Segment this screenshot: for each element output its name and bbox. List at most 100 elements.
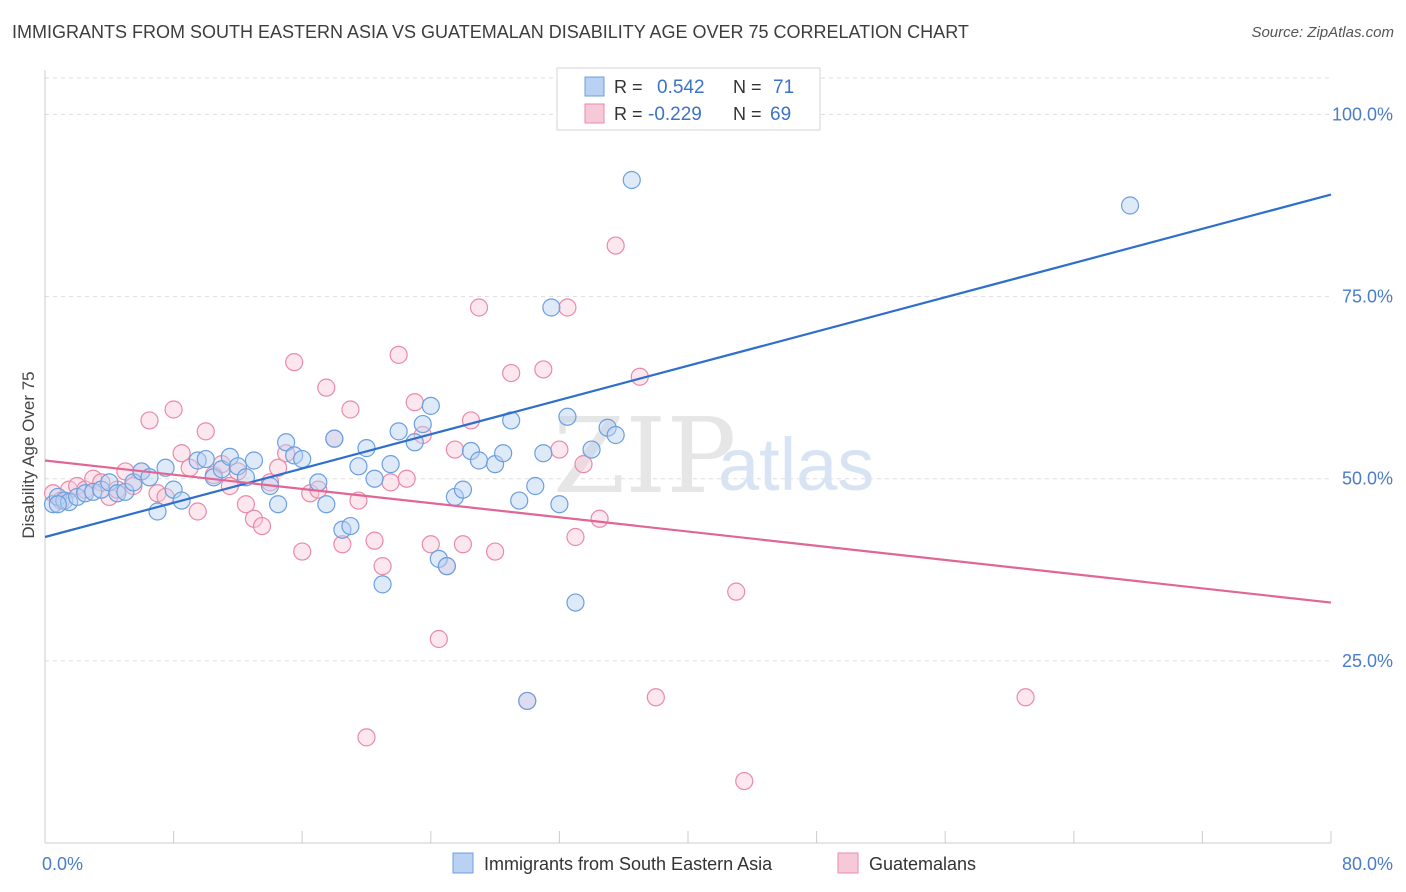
sea-point bbox=[277, 433, 296, 452]
trend-lines bbox=[44, 193, 1332, 604]
series-guatemalans-points bbox=[43, 236, 1035, 791]
sea-point bbox=[389, 422, 408, 441]
y-tick-label-75: 75.0% bbox=[1342, 287, 1393, 307]
sea-point bbox=[48, 495, 67, 514]
sea-point bbox=[518, 691, 537, 711]
legend-guatemalans-swatch bbox=[837, 852, 859, 874]
guatemalan-point bbox=[140, 411, 159, 430]
sea-point bbox=[421, 396, 440, 415]
guatemalan-point bbox=[534, 360, 553, 379]
guatemalan-point bbox=[574, 455, 593, 474]
stats-pink-r-label: R = bbox=[614, 104, 643, 124]
source-note: Source: ZipAtlas.com bbox=[1251, 24, 1394, 41]
guatemalan-point bbox=[453, 535, 473, 554]
sea-point bbox=[542, 298, 561, 317]
guatemalan-point bbox=[333, 535, 352, 554]
sea-point bbox=[510, 491, 529, 510]
legend-sea-label: Immigrants from South Eastern Asia bbox=[484, 854, 773, 874]
legend-guatemalans-label: Guatemalans bbox=[869, 854, 976, 874]
guatemalan-point bbox=[293, 542, 312, 561]
sea-point bbox=[373, 575, 392, 594]
guatemalan-point bbox=[252, 516, 272, 536]
sea-point bbox=[526, 476, 545, 496]
guatemalan-point bbox=[502, 363, 521, 383]
guatemalan-point bbox=[461, 411, 481, 430]
watermark-atlas: atlas bbox=[718, 423, 874, 506]
sea-point bbox=[156, 458, 175, 477]
sea-point bbox=[606, 425, 625, 445]
sea-point bbox=[413, 414, 432, 434]
y-tick-labels: 25.0% 50.0% 75.0% 100.0% bbox=[1332, 104, 1393, 670]
y-axis-label: Disability Age Over 75 bbox=[19, 371, 38, 538]
guatemalan-point bbox=[558, 298, 577, 317]
guatemalan-point bbox=[397, 469, 416, 488]
sea-point bbox=[309, 473, 328, 492]
stats-pink-n-value: 69 bbox=[770, 104, 791, 125]
guatemalan-point bbox=[172, 444, 191, 463]
sea-point bbox=[317, 495, 336, 514]
guatemalan-point bbox=[285, 353, 304, 372]
sea-point bbox=[1120, 196, 1140, 215]
sea-point bbox=[622, 170, 641, 190]
y-tick-label-50: 50.0% bbox=[1342, 469, 1393, 489]
sea-point bbox=[550, 495, 569, 514]
sea-point bbox=[566, 593, 585, 612]
guatemalan-point bbox=[727, 582, 746, 601]
guatemalan-point bbox=[486, 542, 505, 561]
grid-lines bbox=[45, 77, 1331, 662]
series-sea-points bbox=[43, 105, 1140, 711]
sea-point bbox=[381, 455, 400, 474]
legend-sea-swatch bbox=[452, 852, 474, 874]
guatemalan-point bbox=[341, 400, 360, 419]
guatemalan-point bbox=[164, 400, 183, 419]
stats-box: R = 0.542 N = 71 R = -0.229 N = 69 bbox=[556, 67, 821, 131]
guatemalan-point bbox=[373, 557, 392, 576]
guatemalan-point bbox=[268, 458, 288, 477]
sea-point bbox=[365, 469, 384, 488]
guatemalan-point bbox=[236, 495, 256, 514]
stats-blue-swatch bbox=[584, 76, 605, 97]
sea-point bbox=[349, 457, 368, 476]
sea-point bbox=[534, 444, 553, 463]
guatemalan-point bbox=[196, 422, 215, 441]
x-tick-label-max: 80.0% bbox=[1342, 854, 1393, 874]
guatemalan-point bbox=[606, 236, 625, 255]
sea-point bbox=[582, 440, 601, 459]
sea-point bbox=[293, 449, 312, 469]
sea-point bbox=[325, 429, 344, 448]
legend: Immigrants from South Eastern Asia Guate… bbox=[452, 852, 976, 874]
x-tick-label-min: 0.0% bbox=[42, 854, 83, 874]
sea-point bbox=[494, 444, 513, 463]
sea-point bbox=[453, 480, 473, 499]
guatemalan-point bbox=[421, 535, 440, 554]
trend-line-sea bbox=[44, 193, 1332, 539]
stats-pink-r-value: -0.229 bbox=[648, 104, 702, 125]
guatemalan-point bbox=[590, 509, 609, 528]
y-tick-label-25: 25.0% bbox=[1342, 651, 1393, 671]
sea-point bbox=[268, 495, 288, 514]
guatemalan-point bbox=[445, 440, 465, 459]
sea-point bbox=[437, 557, 456, 576]
y-tick-label-100: 100.0% bbox=[1332, 104, 1393, 124]
sea-point bbox=[341, 516, 360, 536]
stats-blue-n-value: 71 bbox=[773, 77, 794, 98]
sea-point bbox=[244, 451, 264, 470]
guatemalan-point bbox=[646, 688, 665, 707]
guatemalan-point bbox=[1016, 688, 1035, 707]
stats-blue-r-value: 0.542 bbox=[657, 77, 705, 98]
guatemalan-point bbox=[365, 531, 384, 550]
guatemalan-point bbox=[317, 378, 336, 397]
guatemalan-point bbox=[735, 771, 754, 791]
stats-pink-n-label: N = bbox=[733, 104, 762, 124]
sea-point bbox=[558, 407, 577, 426]
guatemalan-point bbox=[469, 298, 489, 317]
sea-point bbox=[196, 449, 215, 469]
guatemalan-point bbox=[429, 629, 448, 649]
guatemalan-point bbox=[566, 527, 585, 547]
guatemalan-point bbox=[381, 473, 400, 492]
guatemalan-point bbox=[357, 728, 376, 747]
stats-pink-swatch bbox=[584, 103, 605, 124]
stats-blue-n-label: N = bbox=[733, 77, 762, 97]
chart-title: IMMIGRANTS FROM SOUTH EASTERN ASIA VS GU… bbox=[12, 22, 969, 42]
